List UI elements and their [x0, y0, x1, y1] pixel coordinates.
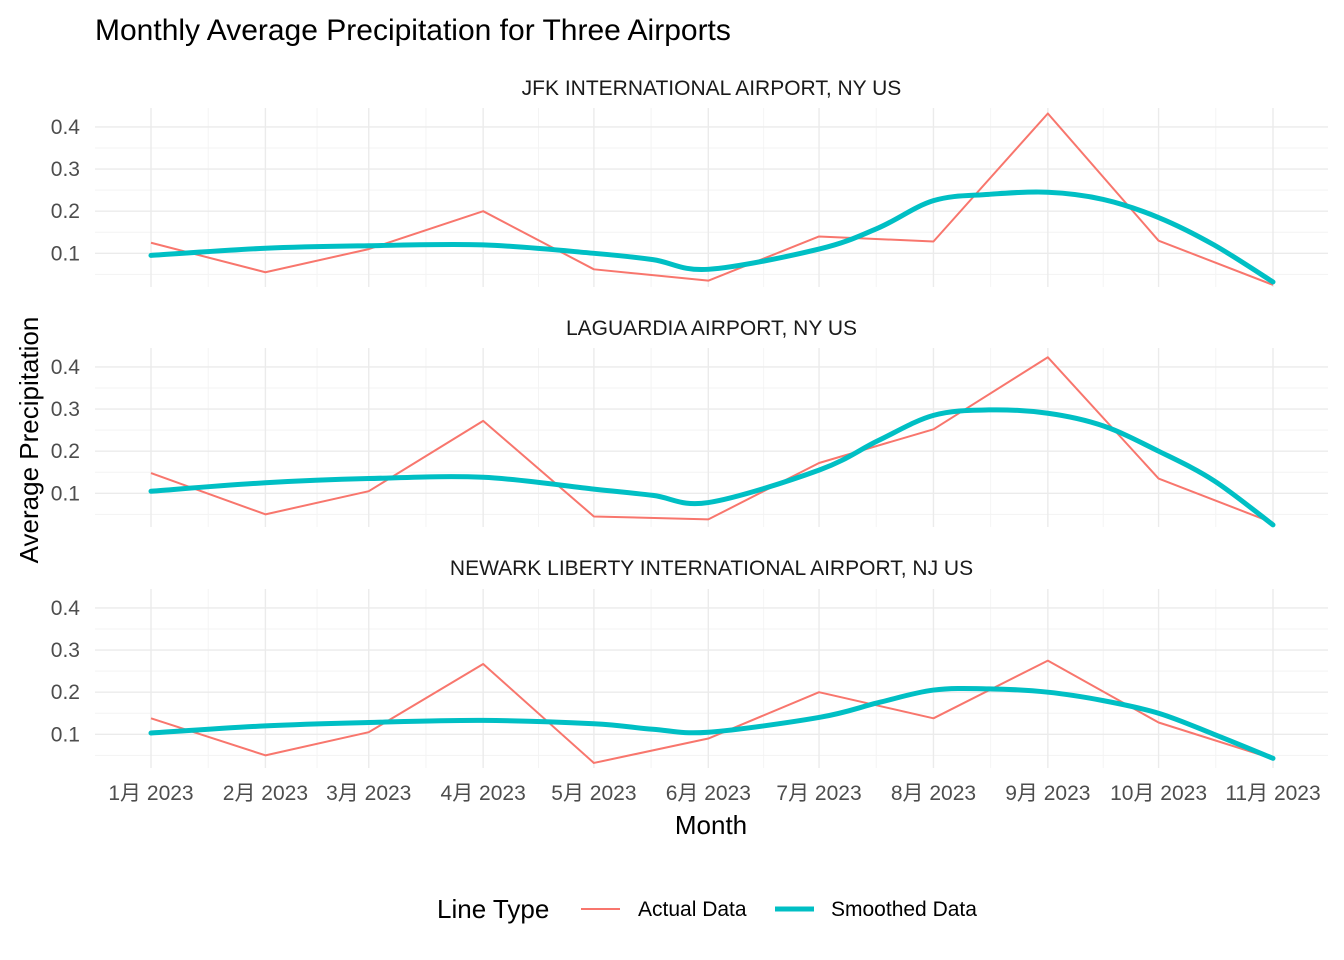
y-tick-label: 0.2	[51, 440, 80, 463]
x-axis-title: Month	[675, 810, 747, 840]
y-tick-label: 0.2	[51, 681, 80, 704]
y-tick-label: 0.1	[51, 242, 80, 265]
y-tick-label: 0.2	[51, 200, 80, 223]
panel-1: 0.1 0.2 0.3 0.4 JFK INTERNATIONAL AIRPORT, N…	[51, 77, 1328, 287]
legend-label-smoothed: Smoothed Data	[831, 898, 977, 921]
x-tick-label: 3月 2023	[326, 782, 411, 805]
y-tick-label: 0.3	[51, 639, 80, 662]
series-smoothed-line	[148, 685, 1276, 761]
x-tick-label: 5月 2023	[551, 782, 636, 805]
facet-strip-label: NEWARK LIBERTY INTERNATIONAL AIRPORT, NJ…	[450, 557, 973, 580]
legend-title: Line Type	[437, 894, 549, 924]
y-axis-title: Average Precipitation	[14, 317, 44, 564]
series-actual-line	[150, 356, 1274, 524]
facet-panels: 0.1 0.2 0.3 0.4 JFK INTERNATIONAL AIRPORT, N…	[51, 77, 1328, 768]
x-tick-label: 11月 2023	[1225, 782, 1320, 805]
legend-label-actual: Actual Data	[638, 898, 747, 921]
panel-2: 0.1 0.2 0.3 0.4 LAGUARDIA AIRPORT, NY US	[51, 317, 1328, 528]
x-tick-label: 4月 2023	[441, 782, 526, 805]
legend: Line Type Actual Data Smoothed Data	[437, 894, 977, 924]
x-tick-label: 10月 2023	[1110, 782, 1207, 805]
x-tick-label: 9月 2023	[1005, 782, 1090, 805]
y-tick-label: 0.1	[51, 482, 80, 505]
x-tick-label: 6月 2023	[666, 782, 751, 805]
y-tick-label: 0.1	[51, 723, 80, 746]
x-tick-label: 1月 2023	[108, 782, 193, 805]
series-smoothed-line	[148, 407, 1276, 528]
x-tick-label: 7月 2023	[776, 782, 861, 805]
series-smoothed-line	[148, 189, 1276, 285]
y-tick-label: 0.3	[51, 158, 80, 181]
y-tick-label: 0.4	[51, 356, 81, 379]
y-tick-label: 0.3	[51, 398, 80, 421]
series-actual-line	[150, 659, 1274, 764]
x-tick-label: 2月 2023	[223, 782, 308, 805]
y-tick-label: 0.4	[51, 116, 81, 139]
panel-3: 0.1 0.2 0.3 0.4 NEWARK LIBERTY INTERNATIONAL…	[51, 557, 1328, 768]
x-tick-label: 8月 2023	[891, 782, 976, 805]
facet-strip-label: JFK INTERNATIONAL AIRPORT, NY US	[522, 77, 902, 100]
chart-title: Monthly Average Precipitation for Three …	[95, 14, 731, 47]
facet-strip-label: LAGUARDIA AIRPORT, NY US	[566, 317, 857, 340]
series-actual-line	[150, 112, 1274, 286]
y-tick-label: 0.4	[51, 597, 81, 620]
x-axis: 1月 2023 2月 2023 3月 2023 4月 2023 5月 2023 6月 20…	[108, 782, 1320, 805]
